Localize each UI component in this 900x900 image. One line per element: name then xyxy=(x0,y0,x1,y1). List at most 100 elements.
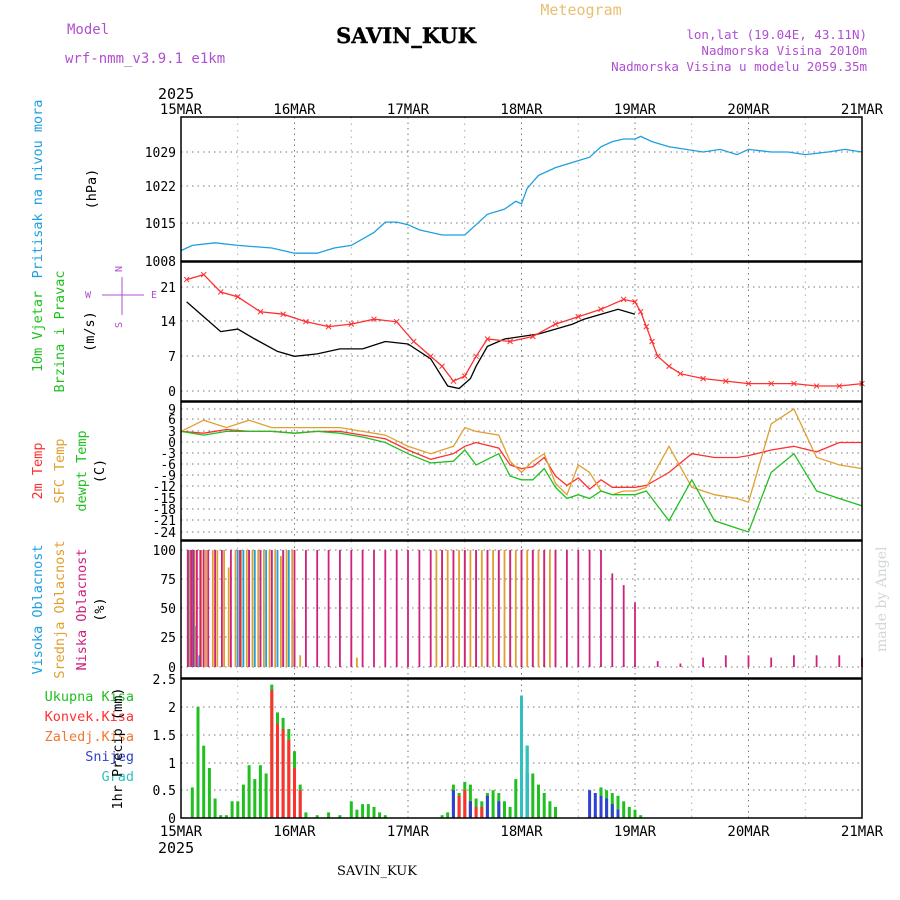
bar-total xyxy=(514,779,518,818)
bar-total xyxy=(224,815,228,818)
bar-low xyxy=(384,550,387,667)
y-tick-label: 21 xyxy=(160,281,176,296)
bar-total xyxy=(378,812,382,818)
bar-mid xyxy=(193,550,196,667)
y-tick-label: 3 xyxy=(168,425,176,440)
axis-label: 2m Temp xyxy=(30,443,46,500)
axis-label: Brzina i Pravac xyxy=(52,271,68,393)
panel-frame xyxy=(180,116,863,262)
bar-low xyxy=(192,550,195,667)
gust-marker xyxy=(813,383,820,389)
bar-total xyxy=(338,815,342,818)
bar-low xyxy=(554,550,557,667)
y-tick-label: 1008 xyxy=(145,255,176,270)
panel-precip: 0 0.5 1 1.5 2 2.5 Ukupna Kisa Konvek.Kisa Zaledj… xyxy=(45,673,863,827)
bar-low xyxy=(259,550,262,667)
bar-total xyxy=(327,812,331,818)
axis-label: (hPa) xyxy=(84,169,100,210)
gust-marker xyxy=(575,313,582,320)
axis-label: 1hr Precip (mm) xyxy=(110,688,126,810)
y-tick-label: -3 xyxy=(160,447,176,462)
bar-snow xyxy=(616,809,620,818)
bar-high xyxy=(198,655,201,667)
y-tick-label: 9 xyxy=(168,403,176,418)
bar-total xyxy=(241,784,245,818)
bar-low xyxy=(577,550,580,667)
bar-total xyxy=(213,798,217,818)
panel-clouds: 0 25 50 75 100 Visoka Oblacnost Srednja Oblacn… xyxy=(30,540,863,679)
bar-mid xyxy=(458,550,460,667)
header: Model wrf-nmm_v3.9.1 e1km SAVIN_KUK Mete… xyxy=(65,1,890,879)
panel-wind: 0 7 14 21 10m Vjetar Brzina i Pravac (m/s) N E S W xyxy=(30,261,865,402)
bar-mid xyxy=(285,550,288,667)
bar-low xyxy=(838,655,841,667)
bar-high xyxy=(188,550,190,667)
x-tick-top: 17MAR xyxy=(387,102,430,118)
bar-mid xyxy=(469,550,472,667)
bar-low xyxy=(463,550,466,667)
bar-low xyxy=(702,657,704,667)
bar-low xyxy=(497,550,500,667)
gust-marker xyxy=(677,370,684,377)
gust-marker xyxy=(200,271,207,278)
panel-frame xyxy=(180,401,863,541)
bar-low xyxy=(747,655,750,667)
y-tick-label: 0 xyxy=(168,385,176,400)
bar-mid xyxy=(274,550,277,667)
bar-low xyxy=(190,550,193,667)
bar-mid xyxy=(280,555,282,667)
y-tick-label: -6 xyxy=(160,458,176,473)
bar-low xyxy=(611,573,614,667)
station-title: SAVIN_KUK xyxy=(336,23,477,48)
bar-mid xyxy=(205,550,207,667)
y-tick-label: -21 xyxy=(153,514,176,529)
meteogram-label: Meteogram xyxy=(540,1,621,19)
axis-label: 10m Vjetar xyxy=(30,291,46,372)
bar-total xyxy=(440,815,444,818)
bar-low xyxy=(230,550,232,667)
bar-low xyxy=(361,550,364,667)
y-tick-label: 0 xyxy=(168,436,176,451)
bar-low xyxy=(407,550,409,667)
bar-high xyxy=(253,550,256,667)
bar-high xyxy=(287,550,290,667)
bar-high xyxy=(242,550,245,667)
panel-frame xyxy=(180,678,863,819)
elevation-info: Nadmorska Visina 2010m xyxy=(701,43,867,58)
bar-mid xyxy=(503,550,506,667)
gust-marker xyxy=(234,294,241,300)
model-label: Model xyxy=(67,22,109,38)
gust-marker xyxy=(552,321,559,327)
bar-total xyxy=(190,787,194,818)
x-tick-top: 20MAR xyxy=(727,102,770,118)
bar-total xyxy=(633,809,637,818)
bar-low xyxy=(520,550,523,667)
bar-low xyxy=(634,602,636,667)
y-tick-label: 6 xyxy=(168,413,176,428)
bar-snow xyxy=(605,798,609,818)
bar-total xyxy=(554,806,557,818)
year-bottom: 2025 xyxy=(158,839,194,857)
bar-low xyxy=(486,550,489,667)
x-tick-top: 21MAR xyxy=(841,102,884,118)
axis-label: Srednja Oblacnost xyxy=(52,540,68,678)
gust-marker xyxy=(637,308,644,315)
y-tick-label: 0.5 xyxy=(153,784,176,799)
bar-snow xyxy=(588,790,592,818)
bar-total xyxy=(491,790,495,818)
gust-marker xyxy=(461,373,468,379)
lonlat-info: lon,lat (19.04E, 43.11N) xyxy=(686,27,867,42)
compass-n: N xyxy=(114,266,125,272)
compass-cross xyxy=(102,277,144,315)
bar-low xyxy=(186,550,189,667)
bar-snow xyxy=(451,790,455,818)
gust-marker xyxy=(348,321,355,327)
gust-marker xyxy=(529,333,536,340)
gust-marker xyxy=(183,276,190,283)
y-tick-label: 100 xyxy=(153,544,176,559)
bar-convective xyxy=(281,729,285,818)
bar-total xyxy=(230,801,234,818)
bar-convective xyxy=(270,690,274,818)
y-tick-label: 7 xyxy=(168,350,176,365)
